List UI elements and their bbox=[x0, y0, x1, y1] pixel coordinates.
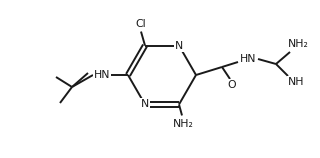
Text: N: N bbox=[175, 41, 183, 51]
Text: HN: HN bbox=[240, 54, 256, 64]
Text: N: N bbox=[141, 99, 149, 109]
Text: NH₂: NH₂ bbox=[172, 119, 193, 129]
Text: HN: HN bbox=[94, 70, 110, 80]
Text: Cl: Cl bbox=[136, 18, 146, 29]
Text: O: O bbox=[228, 80, 236, 90]
Text: NH: NH bbox=[288, 77, 304, 87]
Text: NH₂: NH₂ bbox=[288, 39, 308, 49]
